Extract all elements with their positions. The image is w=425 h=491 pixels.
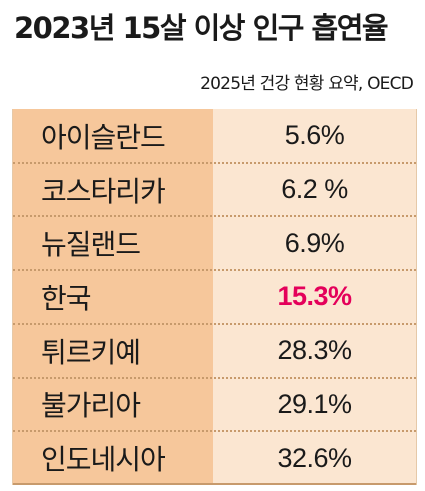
- smoking-rate-table: 아이슬란드 5.6% 코스타리카 6.2 % 뉴질랜드 6.9% 한국 15.3% 튀르키예 28…: [12, 109, 417, 485]
- table-row: 뉴질랜드 6.9%: [13, 216, 416, 270]
- table-row: 불가리아 29.1%: [13, 378, 416, 432]
- row-divider: [13, 161, 416, 164]
- smoking-rate-value: 28.3%: [277, 335, 352, 366]
- country-name: 인도네시아: [41, 443, 166, 477]
- smoking-rate-value: 29.1%: [277, 388, 352, 419]
- country-name: 아이슬란드: [41, 120, 166, 154]
- chart-title: 2023년 15살 이상 인구 흡연율: [14, 11, 389, 45]
- country-name: 코스타리카: [41, 174, 166, 208]
- smoking-rate-value: 5.6%: [284, 120, 345, 151]
- chart-subtitle: 2025년 건강 현황 요약, OECD: [200, 74, 414, 94]
- row-divider: [13, 215, 416, 218]
- smoking-rate-value: 15.3%: [277, 281, 352, 312]
- row-divider: [13, 322, 416, 325]
- table-row: 코스타리카 6.2 %: [13, 163, 416, 217]
- smoking-rate-value: 6.2 %: [281, 174, 348, 205]
- table-row: 인도네시아 32.6%: [13, 431, 416, 485]
- table-bottom-border: [13, 483, 416, 485]
- table-row: 한국 15.3%: [13, 270, 416, 324]
- country-name: 뉴질랜드: [41, 228, 141, 262]
- smoking-rate-value: 6.9%: [284, 227, 345, 258]
- country-name: 한국: [41, 281, 92, 315]
- table-row: 아이슬란드 5.6%: [13, 109, 416, 163]
- country-name: 불가리아: [41, 389, 141, 423]
- row-divider: [13, 269, 416, 272]
- row-divider: [13, 376, 416, 379]
- row-divider: [13, 430, 416, 433]
- country-name: 튀르키예: [41, 335, 141, 369]
- country-column-background: [13, 109, 213, 485]
- smoking-rate-value: 32.6%: [277, 442, 352, 473]
- table-row: 튀르키예 28.3%: [13, 324, 416, 378]
